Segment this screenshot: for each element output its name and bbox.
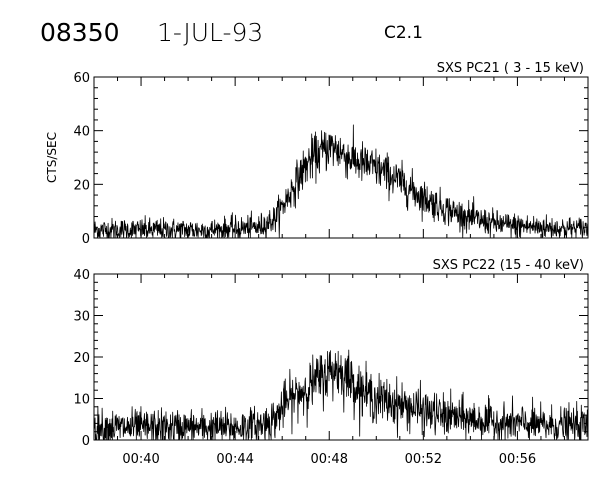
x-tick-label: 00:40	[122, 452, 159, 467]
y-tick-label: 0	[82, 232, 90, 247]
chart-panel-2: SXS PC22 (15 - 40 keV) 0 10 20 30 40 00:40 00:4…	[73, 258, 589, 467]
y-tick-label: 20	[73, 351, 90, 366]
y-tick-label: 30	[73, 310, 90, 325]
x-tick-label: 00:48	[311, 452, 348, 467]
plot-frame	[93, 76, 589, 239]
y-tick-label: 40	[73, 268, 90, 283]
y-tick-label: 40	[73, 125, 90, 140]
event-date: 1-JUL-93	[157, 18, 264, 47]
series-line-1	[93, 349, 589, 441]
flare-class: C2.1	[384, 23, 423, 43]
chart-panel-1: SXS PC21 ( 3 - 15 keV) CTS/SEC 0 20 40 60	[45, 61, 589, 247]
y-axis-label: CTS/SEC	[45, 132, 59, 183]
event-id: 08350	[40, 18, 120, 47]
series-line-1	[93, 124, 589, 239]
x-tick-label: 00:56	[499, 452, 536, 467]
y-tick-label: 20	[73, 178, 90, 193]
panel-title: SXS PC21 ( 3 - 15 keV)	[437, 61, 584, 76]
y-tick-label: 10	[73, 393, 90, 408]
panel-title: SXS PC22 (15 - 40 keV)	[433, 258, 584, 273]
x-tick-label: 00:52	[405, 452, 442, 467]
x-tick-label: 00:44	[216, 452, 253, 467]
y-tick-label: 0	[82, 434, 90, 449]
y-tick-label: 60	[73, 71, 90, 86]
